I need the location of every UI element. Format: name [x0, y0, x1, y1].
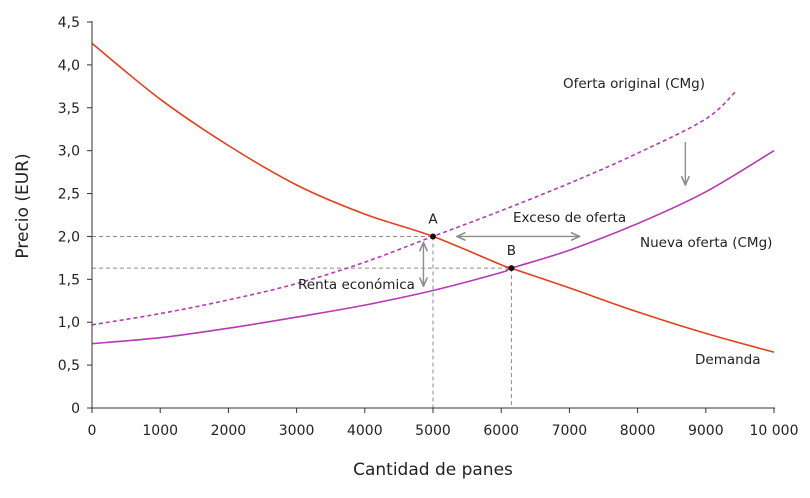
y-tick-label: 3,0 — [58, 144, 80, 160]
x-tick-label: 0 — [88, 423, 97, 439]
labels: Precio (EUR) Cantidad de panes Oferta or… — [13, 76, 772, 480]
x-tick-label: 8000 — [620, 423, 656, 439]
demand-curve — [91, 42, 775, 353]
y-tick-label: 0,5 — [58, 358, 80, 374]
x-axis-title: Cantidad de panes — [353, 460, 513, 480]
economic-rent-label: Renta económica — [298, 277, 415, 293]
point-A — [430, 233, 436, 240]
point-label-B: B — [507, 243, 516, 259]
x-tick-label: 2000 — [211, 423, 247, 439]
excess-supply-label: Exceso de oferta — [513, 210, 626, 226]
annotation-arrows — [423, 142, 685, 286]
ticks: 0 1000 2000 3000 4000 5000 6000 7000 8000 9000 10 … — [58, 15, 799, 439]
x-tick-label: 6000 — [483, 423, 519, 439]
y-tick-label: 2,5 — [58, 187, 80, 203]
y-axis-title: Precio (EUR) — [13, 153, 33, 258]
series-label-new-supply: Nueva oferta (CMg) — [640, 235, 772, 251]
y-tick-label: 0 — [71, 401, 80, 417]
guide-lines — [92, 235, 512, 408]
y-tick-label: 3,5 — [58, 101, 80, 117]
x-tick-label: 1000 — [142, 423, 178, 439]
x-tick-label: 10 000 — [750, 423, 799, 439]
y-tick-label: 1,5 — [58, 272, 80, 288]
y-tick-label: 2,0 — [58, 229, 80, 245]
series-label-demand: Demanda — [695, 352, 761, 368]
series-label-original-supply: Oferta original (CMg) — [563, 76, 705, 92]
equilibrium-points: AB — [428, 211, 516, 272]
new-supply-curve — [91, 150, 775, 345]
x-tick-label: 3000 — [279, 423, 315, 439]
x-tick-label: 5000 — [415, 423, 451, 439]
point-B — [508, 265, 515, 272]
x-tick-label: 4000 — [347, 423, 383, 439]
x-tick-label: 7000 — [552, 423, 588, 439]
y-tick-label: 1,0 — [58, 315, 80, 331]
x-tick-label: 9000 — [688, 423, 724, 439]
y-tick-label: 4,5 — [58, 15, 80, 31]
y-tick-label: 4,0 — [58, 58, 80, 74]
point-label-A: A — [428, 211, 438, 227]
